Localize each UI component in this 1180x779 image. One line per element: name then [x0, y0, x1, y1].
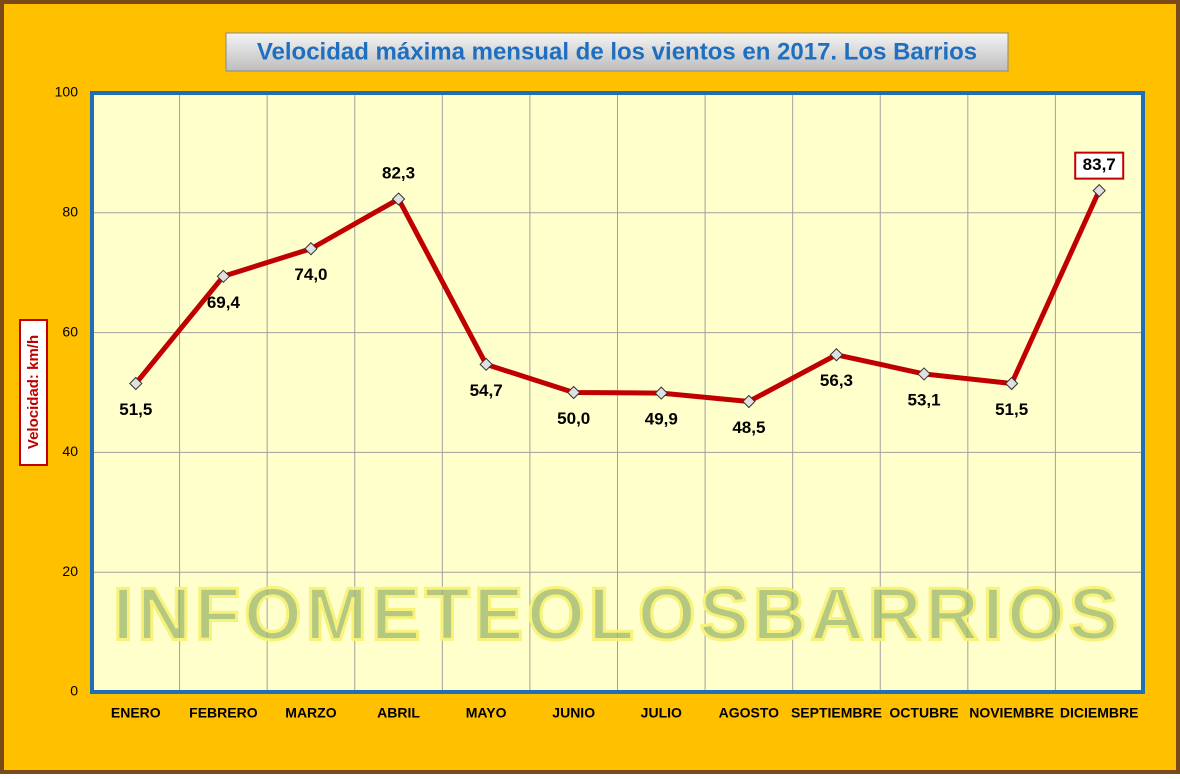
x-tick-label: ABRIL: [377, 705, 420, 721]
value-label: 56,3: [820, 371, 853, 390]
chart-title: Velocidad máxima mensual de los vientos …: [257, 38, 977, 65]
x-tick-label: DICIEMBRE: [1060, 705, 1139, 721]
y-tick-label: 0: [70, 683, 78, 699]
marker: [129, 376, 143, 391]
y-tick-label: 60: [62, 323, 78, 339]
value-label: 54,7: [470, 381, 503, 400]
title-box: [225, 32, 1009, 72]
marker: [216, 269, 231, 284]
x-tick-label: MARZO: [285, 705, 336, 721]
value-label: 53,1: [907, 390, 940, 409]
marker: [304, 242, 318, 256]
x-tick-label: AGOSTO: [719, 705, 780, 721]
y-tick-label: 40: [62, 443, 78, 459]
line: [133, 189, 1102, 404]
x-tick-label: FEBRERO: [189, 705, 258, 721]
marker: [829, 348, 844, 362]
value-label: 48,5: [732, 418, 765, 437]
x-tick-label: MAYO: [466, 705, 507, 721]
x-tick-label: JULIO: [641, 705, 682, 721]
marker: [654, 386, 668, 400]
x-tick-label: ENERO: [111, 705, 161, 721]
x-tick-label: SEPTIEMBRE: [791, 705, 882, 721]
value-label: 51,5: [119, 400, 152, 419]
y-label-box: [19, 319, 48, 466]
x-tick-label: JUNIO: [552, 705, 595, 721]
marker: [1004, 376, 1019, 391]
y-tick-label: 20: [62, 563, 78, 579]
value-label: 49,9: [645, 410, 678, 429]
marker: [917, 367, 931, 381]
marker: [391, 192, 406, 206]
value-label: 83,7: [1083, 155, 1116, 174]
plot-border: [90, 91, 1145, 694]
marker: [479, 357, 493, 372]
watermark: INFOMETEOLOSBARRIOS: [113, 573, 1122, 656]
marker: [1092, 183, 1106, 198]
value-label: 50,0: [557, 409, 590, 428]
value-label: 82,3: [382, 164, 415, 183]
y-tick-label: 80: [62, 204, 78, 220]
y-axis-label: Velocidad: km/h: [25, 335, 42, 449]
marker: [567, 385, 581, 400]
value-label: 69,4: [207, 293, 241, 312]
marker: [742, 394, 756, 409]
y-tick-label: 100: [55, 84, 79, 100]
value-label: 51,5: [995, 400, 1028, 419]
x-tick-label: NOVIEMBRE: [969, 705, 1054, 721]
value-label: 74,0: [294, 265, 327, 284]
label-box: [1074, 151, 1125, 180]
x-tick-label: OCTUBRE: [889, 705, 958, 721]
